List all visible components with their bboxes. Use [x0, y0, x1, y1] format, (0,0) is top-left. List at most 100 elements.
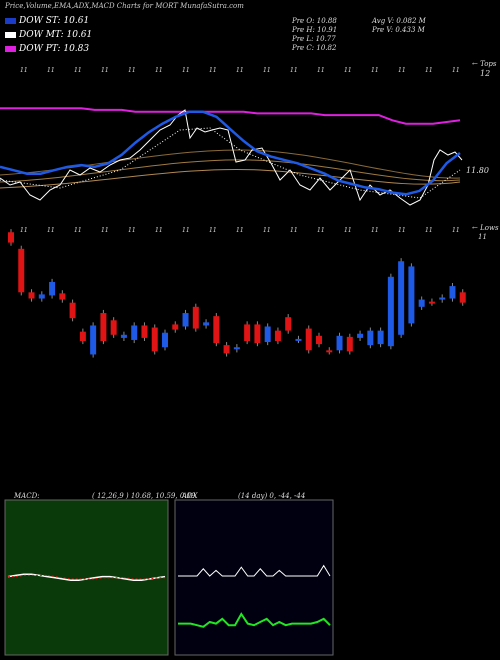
chart-title: Price,Volume,EMA,ADX,MACD Charts for MOR…: [5, 2, 244, 10]
candle-body: [59, 293, 66, 300]
adx-di-line: [178, 612, 331, 628]
ema-ma-band: [0, 168, 461, 189]
candle-month-tick: 11: [74, 227, 82, 234]
candle-body: [357, 333, 364, 338]
ema-month-tick: 11: [452, 67, 460, 74]
candle-month-tick: 11: [344, 227, 352, 234]
candle-body: [346, 336, 353, 352]
ema-price-line: [0, 109, 463, 206]
candle-month-tick: 11: [20, 227, 28, 234]
candle-month-tick: 11: [317, 227, 325, 234]
tops-label: ← Tops: [472, 60, 497, 68]
dow-st-text: DOW ST: 10.61: [19, 16, 90, 26]
ema-top-value: 12: [480, 69, 491, 78]
adx-line: [178, 564, 331, 577]
ema-pink-line: [0, 107, 461, 125]
macd-line: [7, 573, 166, 581]
prev-low: Pre L: 10.77: [292, 35, 336, 43]
adx-values: (14 day) 0, -44, -44: [238, 492, 306, 500]
prev-volume: Pre V: 0.433 M: [372, 26, 425, 34]
candle-month-tick: 11: [398, 227, 406, 234]
ema-month-tick: 11: [101, 67, 109, 74]
candle-body: [69, 302, 76, 319]
dow-mt-swatch: [5, 31, 16, 38]
ema-month-tick: 11: [371, 67, 379, 74]
candle-month-tick: 11: [209, 227, 217, 234]
ema-month-tick: 11: [155, 67, 163, 74]
prev-close: Pre C: 10.82: [292, 44, 337, 52]
ema-month-tick: 11: [263, 67, 271, 74]
candle-body: [79, 331, 86, 341]
ema-current-value: 11.80: [466, 166, 489, 175]
candle-month-tick: 11: [101, 227, 109, 234]
candle-body: [428, 301, 435, 304]
dow-st-legend: DOW ST: 10.61: [5, 16, 89, 26]
candle-body: [295, 338, 302, 341]
adx-panel-bg: [174, 499, 334, 656]
macd-label: MACD:: [14, 492, 40, 500]
ema-blue-line: [0, 110, 461, 196]
candle-body: [162, 332, 168, 348]
candle-month-tick: 11: [371, 227, 379, 234]
candle-body: [192, 306, 199, 329]
ema-month-tick: 11: [20, 67, 28, 74]
candle-body: [172, 324, 179, 330]
ema-month-tick: 11: [317, 67, 325, 74]
prev-high: Pre H: 10.91: [292, 26, 338, 34]
candle-body: [398, 261, 405, 335]
ema-month-tick: 11: [344, 67, 352, 74]
candle-body: [141, 325, 148, 338]
candle-body: [182, 313, 189, 327]
candle-body: [285, 317, 292, 331]
candle-body: [367, 330, 374, 346]
ema-month-tick: 11: [47, 67, 55, 74]
candle-month-tick: 11: [236, 227, 244, 234]
dow-mt-legend: DOW MT: 10.61: [5, 30, 92, 40]
ema-dotted-line: [0, 127, 461, 199]
dow-pt-legend: DOW PT: 10.83: [5, 44, 89, 54]
candle-body: [151, 327, 158, 352]
candle-month-tick: 11: [128, 227, 136, 234]
ema-ma-band: [0, 149, 461, 179]
candle-body: [408, 266, 415, 324]
ema-month-tick: 11: [425, 67, 433, 74]
candle-body: [254, 324, 261, 344]
candle-body: [418, 299, 425, 307]
candle-body: [110, 320, 117, 335]
candle-body: [377, 330, 384, 345]
candle-body: [49, 281, 56, 296]
candle-body: [120, 334, 127, 338]
candle-body: [336, 335, 343, 351]
candle-month-tick: 11: [182, 227, 190, 234]
candle-month-tick: 11: [425, 227, 433, 234]
candle-body: [326, 350, 333, 353]
candle-body: [459, 292, 466, 303]
adx-label: ADX: [182, 492, 198, 500]
candle-body: [264, 326, 271, 343]
ema-month-tick: 11: [182, 67, 190, 74]
dow-pt-swatch: [5, 45, 16, 52]
lows-label: ← Lows: [472, 224, 499, 232]
candle-body: [100, 313, 107, 341]
ema-month-tick: 11: [290, 67, 298, 74]
candle-month-tick: 11: [155, 227, 163, 234]
candle-right-label: 11: [478, 233, 487, 241]
candle-month-tick: 11: [263, 227, 271, 234]
candle-month-tick: 11: [290, 227, 298, 234]
ema-month-tick: 11: [398, 67, 406, 74]
ema-month-tick: 11: [74, 67, 82, 74]
candle-body: [244, 324, 251, 341]
candle-body: [203, 322, 210, 326]
macd-values: ( 12,26,9 ) 10.68, 10.59, 0.09: [92, 492, 196, 500]
dow-st-swatch: [5, 17, 16, 24]
candle-body: [223, 345, 230, 354]
candle-body: [439, 297, 446, 300]
ema-month-tick: 11: [236, 67, 244, 74]
candle-month-tick: 11: [452, 227, 460, 234]
ema-month-tick: 11: [209, 67, 217, 74]
ema-month-tick: 11: [128, 67, 136, 74]
candle-body: [18, 248, 25, 293]
candle-body: [28, 292, 35, 299]
candle-body: [233, 347, 240, 350]
